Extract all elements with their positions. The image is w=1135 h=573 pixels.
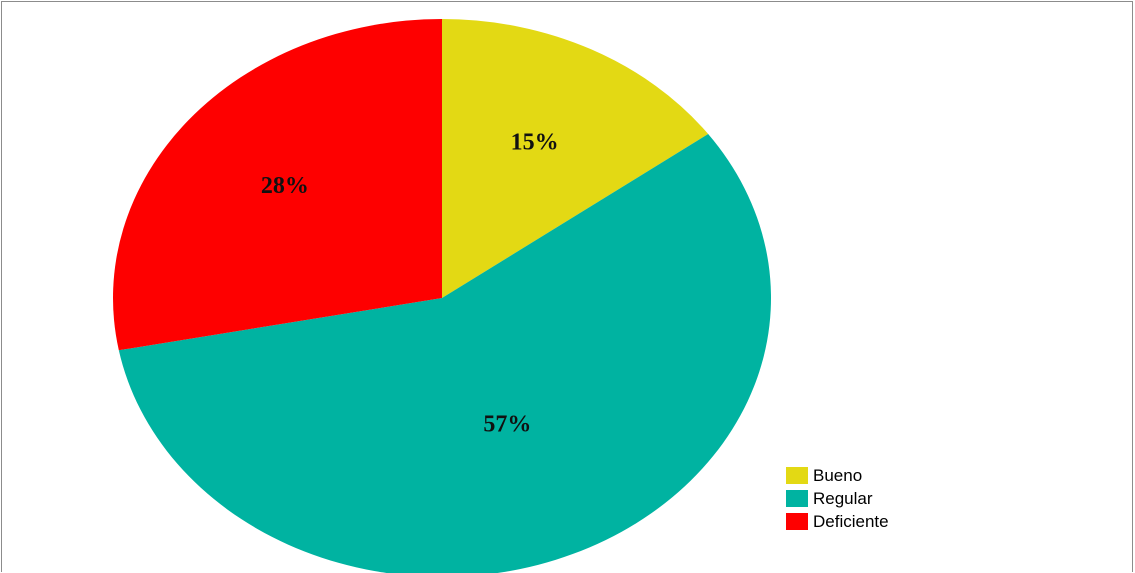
slice-label-bueno: 15%	[511, 129, 559, 155]
pie-slice-deficiente	[112, 19, 442, 351]
pie-slice-regular	[118, 134, 771, 573]
pie-slice-bueno	[442, 19, 709, 298]
slice-label-regular: 57%	[483, 412, 531, 438]
legend-label-deficiente: Deficiente	[813, 511, 889, 531]
slice-label-deficiente: 28%	[261, 173, 309, 199]
legend-swatch-regular	[786, 490, 808, 507]
legend-label-bueno: Bueno	[813, 465, 863, 485]
legend: Bueno Regular Deficiente	[786, 464, 889, 533]
legend-item-regular: Regular	[786, 487, 889, 510]
legend-swatch-deficiente	[786, 513, 808, 530]
legend-swatch-bueno	[786, 467, 808, 484]
legend-item-bueno: Bueno	[786, 464, 889, 487]
legend-label-regular: Regular	[813, 488, 873, 508]
legend-item-deficiente: Deficiente	[786, 510, 889, 533]
